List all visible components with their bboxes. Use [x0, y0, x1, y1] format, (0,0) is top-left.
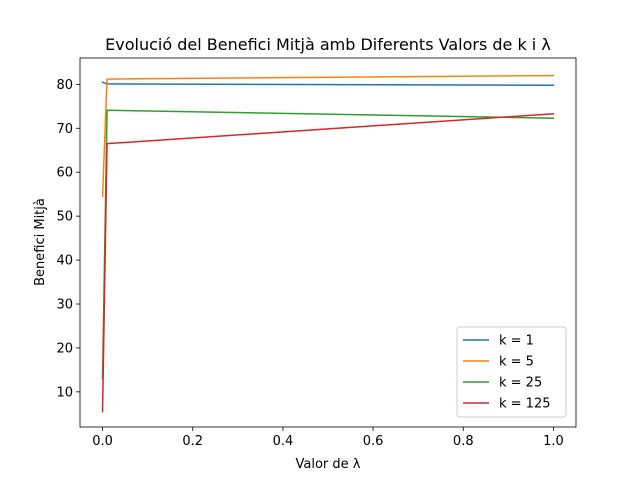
y-axis-ticks: 10 20 30 40 50 60 70 80 — [56, 78, 80, 400]
legend: k = 1 k = 5 k = 25 k = 125 — [456, 326, 567, 418]
y-tick-label: 20 — [56, 341, 73, 356]
legend-label: k = 1 — [499, 334, 534, 349]
x-tick-label: 0.8 — [453, 434, 474, 449]
y-tick-label: 30 — [56, 298, 73, 313]
legend-box — [456, 326, 567, 418]
y-tick-label: 50 — [56, 210, 73, 225]
x-axis-label: Valor de λ — [296, 457, 361, 472]
plot-lines — [101, 74, 555, 413]
y-tick-label: 60 — [56, 166, 73, 181]
legend-label: k = 125 — [499, 397, 551, 412]
x-tick-label: 1.0 — [543, 434, 564, 449]
x-tick-label: 0.2 — [182, 434, 203, 449]
legend-label: k = 5 — [499, 355, 534, 370]
x-axis-ticks: 0.0 0.2 0.4 0.6 0.8 1.0 — [92, 427, 564, 449]
y-tick-label: 80 — [56, 78, 73, 93]
series-line-k-125 — [101, 112, 555, 413]
chart-title: Evolució del Benefici Mitjà amb Diferent… — [105, 35, 551, 54]
series-line-k-5 — [101, 74, 555, 198]
x-tick-label: 0.4 — [273, 434, 294, 449]
y-tick-label: 40 — [56, 254, 73, 269]
x-tick-label: 0.6 — [363, 434, 384, 449]
plot-frame — [79, 57, 577, 428]
y-tick-label: 10 — [56, 385, 73, 400]
legend-label: k = 25 — [499, 376, 542, 391]
y-tick-label: 70 — [56, 122, 73, 137]
x-tick-label: 0.0 — [92, 434, 113, 449]
y-axis-label: Benefici Mitjà — [33, 198, 48, 286]
